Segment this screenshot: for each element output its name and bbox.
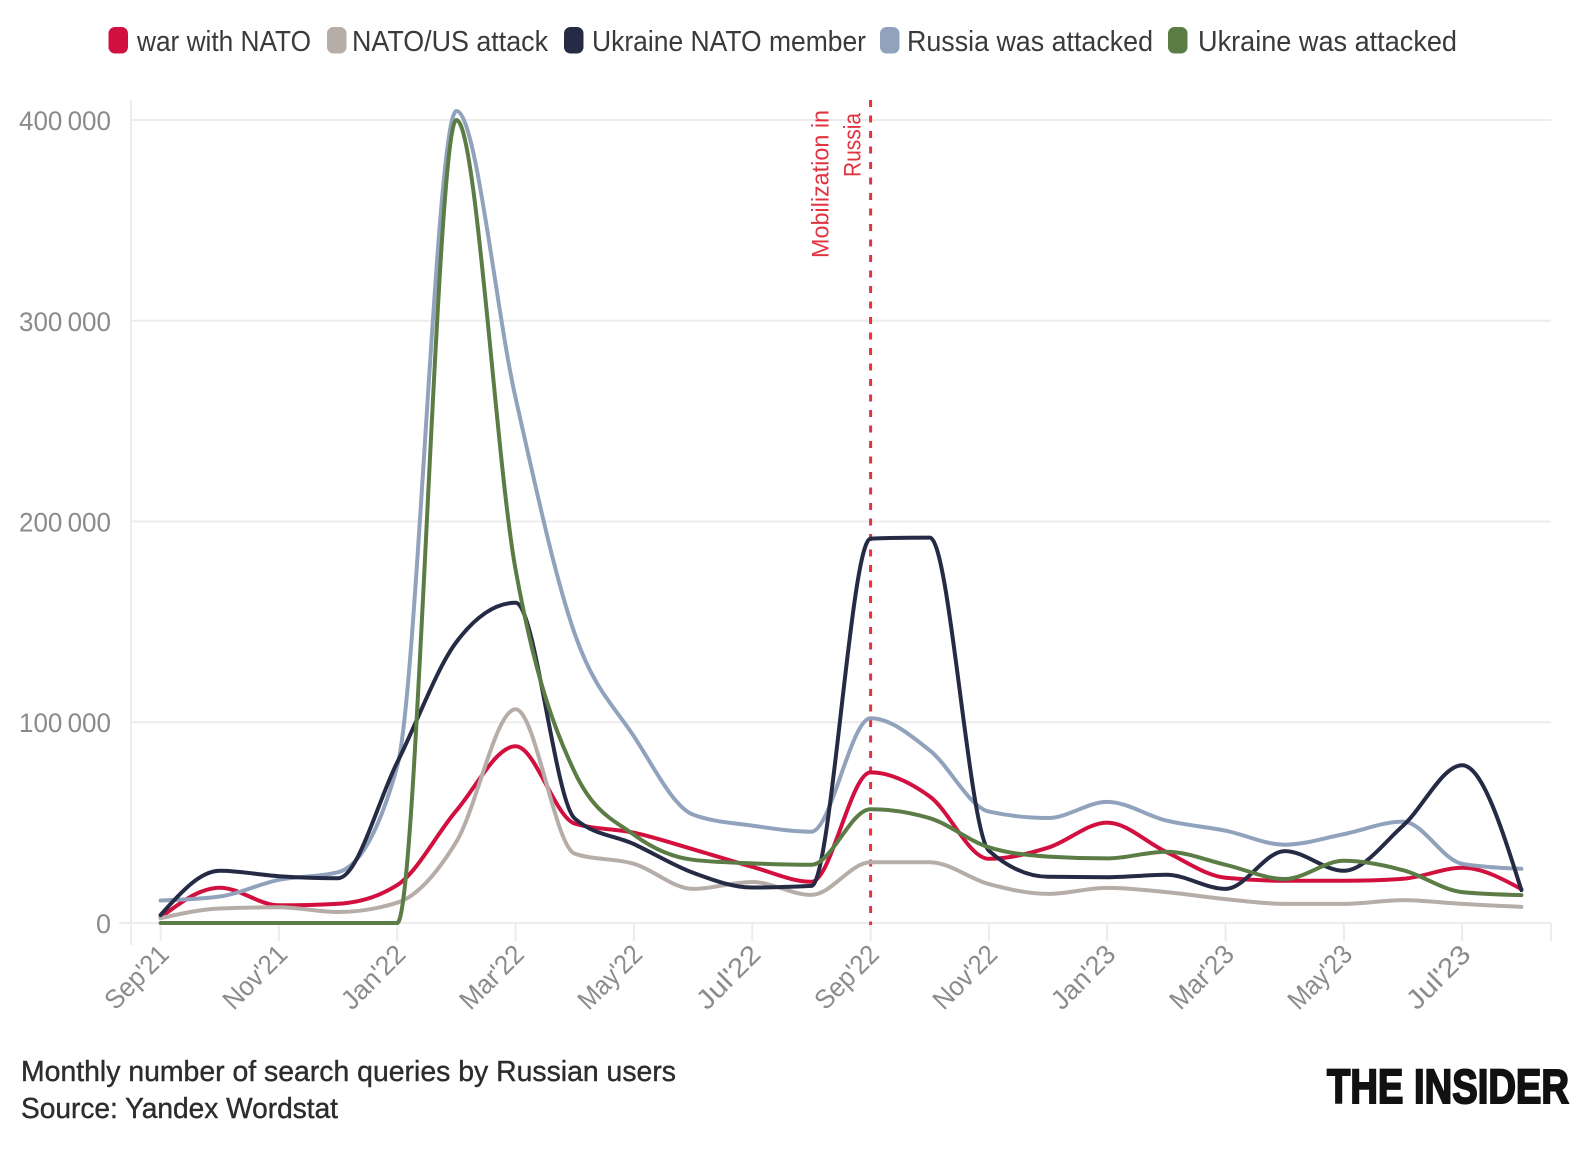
svg-text:100 000: 100 000	[19, 708, 111, 738]
svg-text:0: 0	[96, 909, 111, 939]
svg-text:Mobilization in: Mobilization in	[808, 110, 835, 258]
svg-text:Ukraine was attacked: Ukraine was attacked	[1198, 26, 1457, 58]
svg-text:Monthly number of search queri: Monthly number of search queries by Russ…	[21, 1056, 676, 1088]
svg-text:NATO/US attack: NATO/US attack	[352, 26, 548, 58]
svg-text:Ukraine NATO member: Ukraine NATO member	[592, 26, 866, 58]
svg-text:200 000: 200 000	[19, 508, 111, 538]
svg-text:THE INSIDER: THE INSIDER	[1327, 1061, 1569, 1114]
svg-text:300 000: 300 000	[19, 307, 111, 337]
svg-text:Russia was attacked: Russia was attacked	[907, 26, 1153, 58]
svg-text:400 000: 400 000	[19, 106, 111, 136]
svg-text:Russia: Russia	[840, 112, 867, 177]
svg-text:war with NATO: war with NATO	[136, 26, 311, 58]
svg-text:Source: Yandex Wordstat: Source: Yandex Wordstat	[21, 1093, 338, 1125]
